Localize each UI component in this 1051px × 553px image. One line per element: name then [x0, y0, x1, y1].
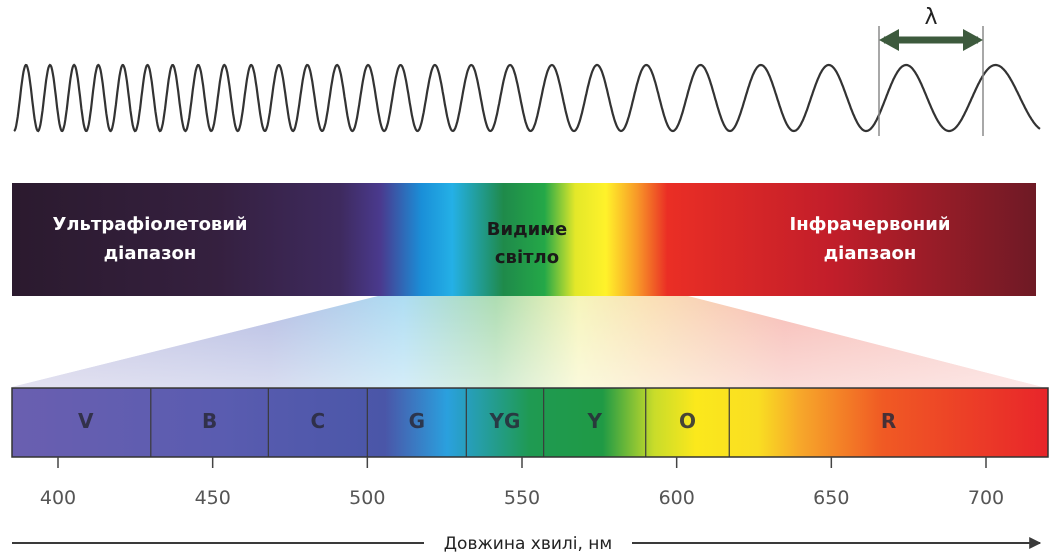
wavelength-axis: 400 450 500 550 600 650 700 Довжина хвилі, нм: [12, 457, 1042, 553]
segment-label-c: C: [310, 409, 325, 433]
segment-label-y: Y: [586, 409, 602, 433]
segment-label-yg: YG: [489, 409, 521, 433]
wave-illustration: λ: [13, 5, 1041, 136]
sine-wave-line: [13, 63, 1041, 133]
visible-light-label-line1: Видиме: [487, 219, 567, 240]
segment-label-r: R: [881, 409, 896, 433]
ir-range-label-line1: Інфрачервоний: [790, 214, 951, 235]
segment-label-v: V: [78, 409, 94, 433]
lambda-double-arrow: [879, 29, 983, 51]
spectrum-band-bar: [12, 183, 1036, 296]
segment-label-o: O: [679, 409, 696, 433]
axis-tick-label-550: 550: [504, 487, 540, 509]
visible-strip-background: [12, 388, 1048, 457]
axis-tick-label-600: 600: [659, 487, 695, 509]
visible-expansion-fan: [12, 296, 1042, 387]
visible-light-label-line2: світло: [495, 247, 559, 268]
axis-tick-label-650: 650: [813, 487, 849, 509]
axis-tick-label-500: 500: [349, 487, 385, 509]
spectrum-band: Ультрафіолетовий діапазон Видиме світло …: [12, 183, 1036, 296]
axis-title: Довжина хвилі, нм: [444, 534, 612, 553]
axis-tick-label-400: 400: [40, 487, 76, 509]
segment-label-b: B: [202, 409, 217, 433]
ir-range-label-line2: діапзаон: [824, 243, 917, 264]
lambda-symbol: λ: [924, 5, 937, 30]
uv-range-label-line1: Ультрафіолетовий: [52, 214, 247, 235]
segment-label-g: G: [409, 409, 425, 433]
axis-tick-label-450: 450: [195, 487, 231, 509]
visible-spectrum-strip: V B C G YG Y O R: [11, 387, 1049, 458]
uv-range-label-line2: діапазон: [104, 243, 197, 264]
axis-tick-label-700: 700: [968, 487, 1004, 509]
